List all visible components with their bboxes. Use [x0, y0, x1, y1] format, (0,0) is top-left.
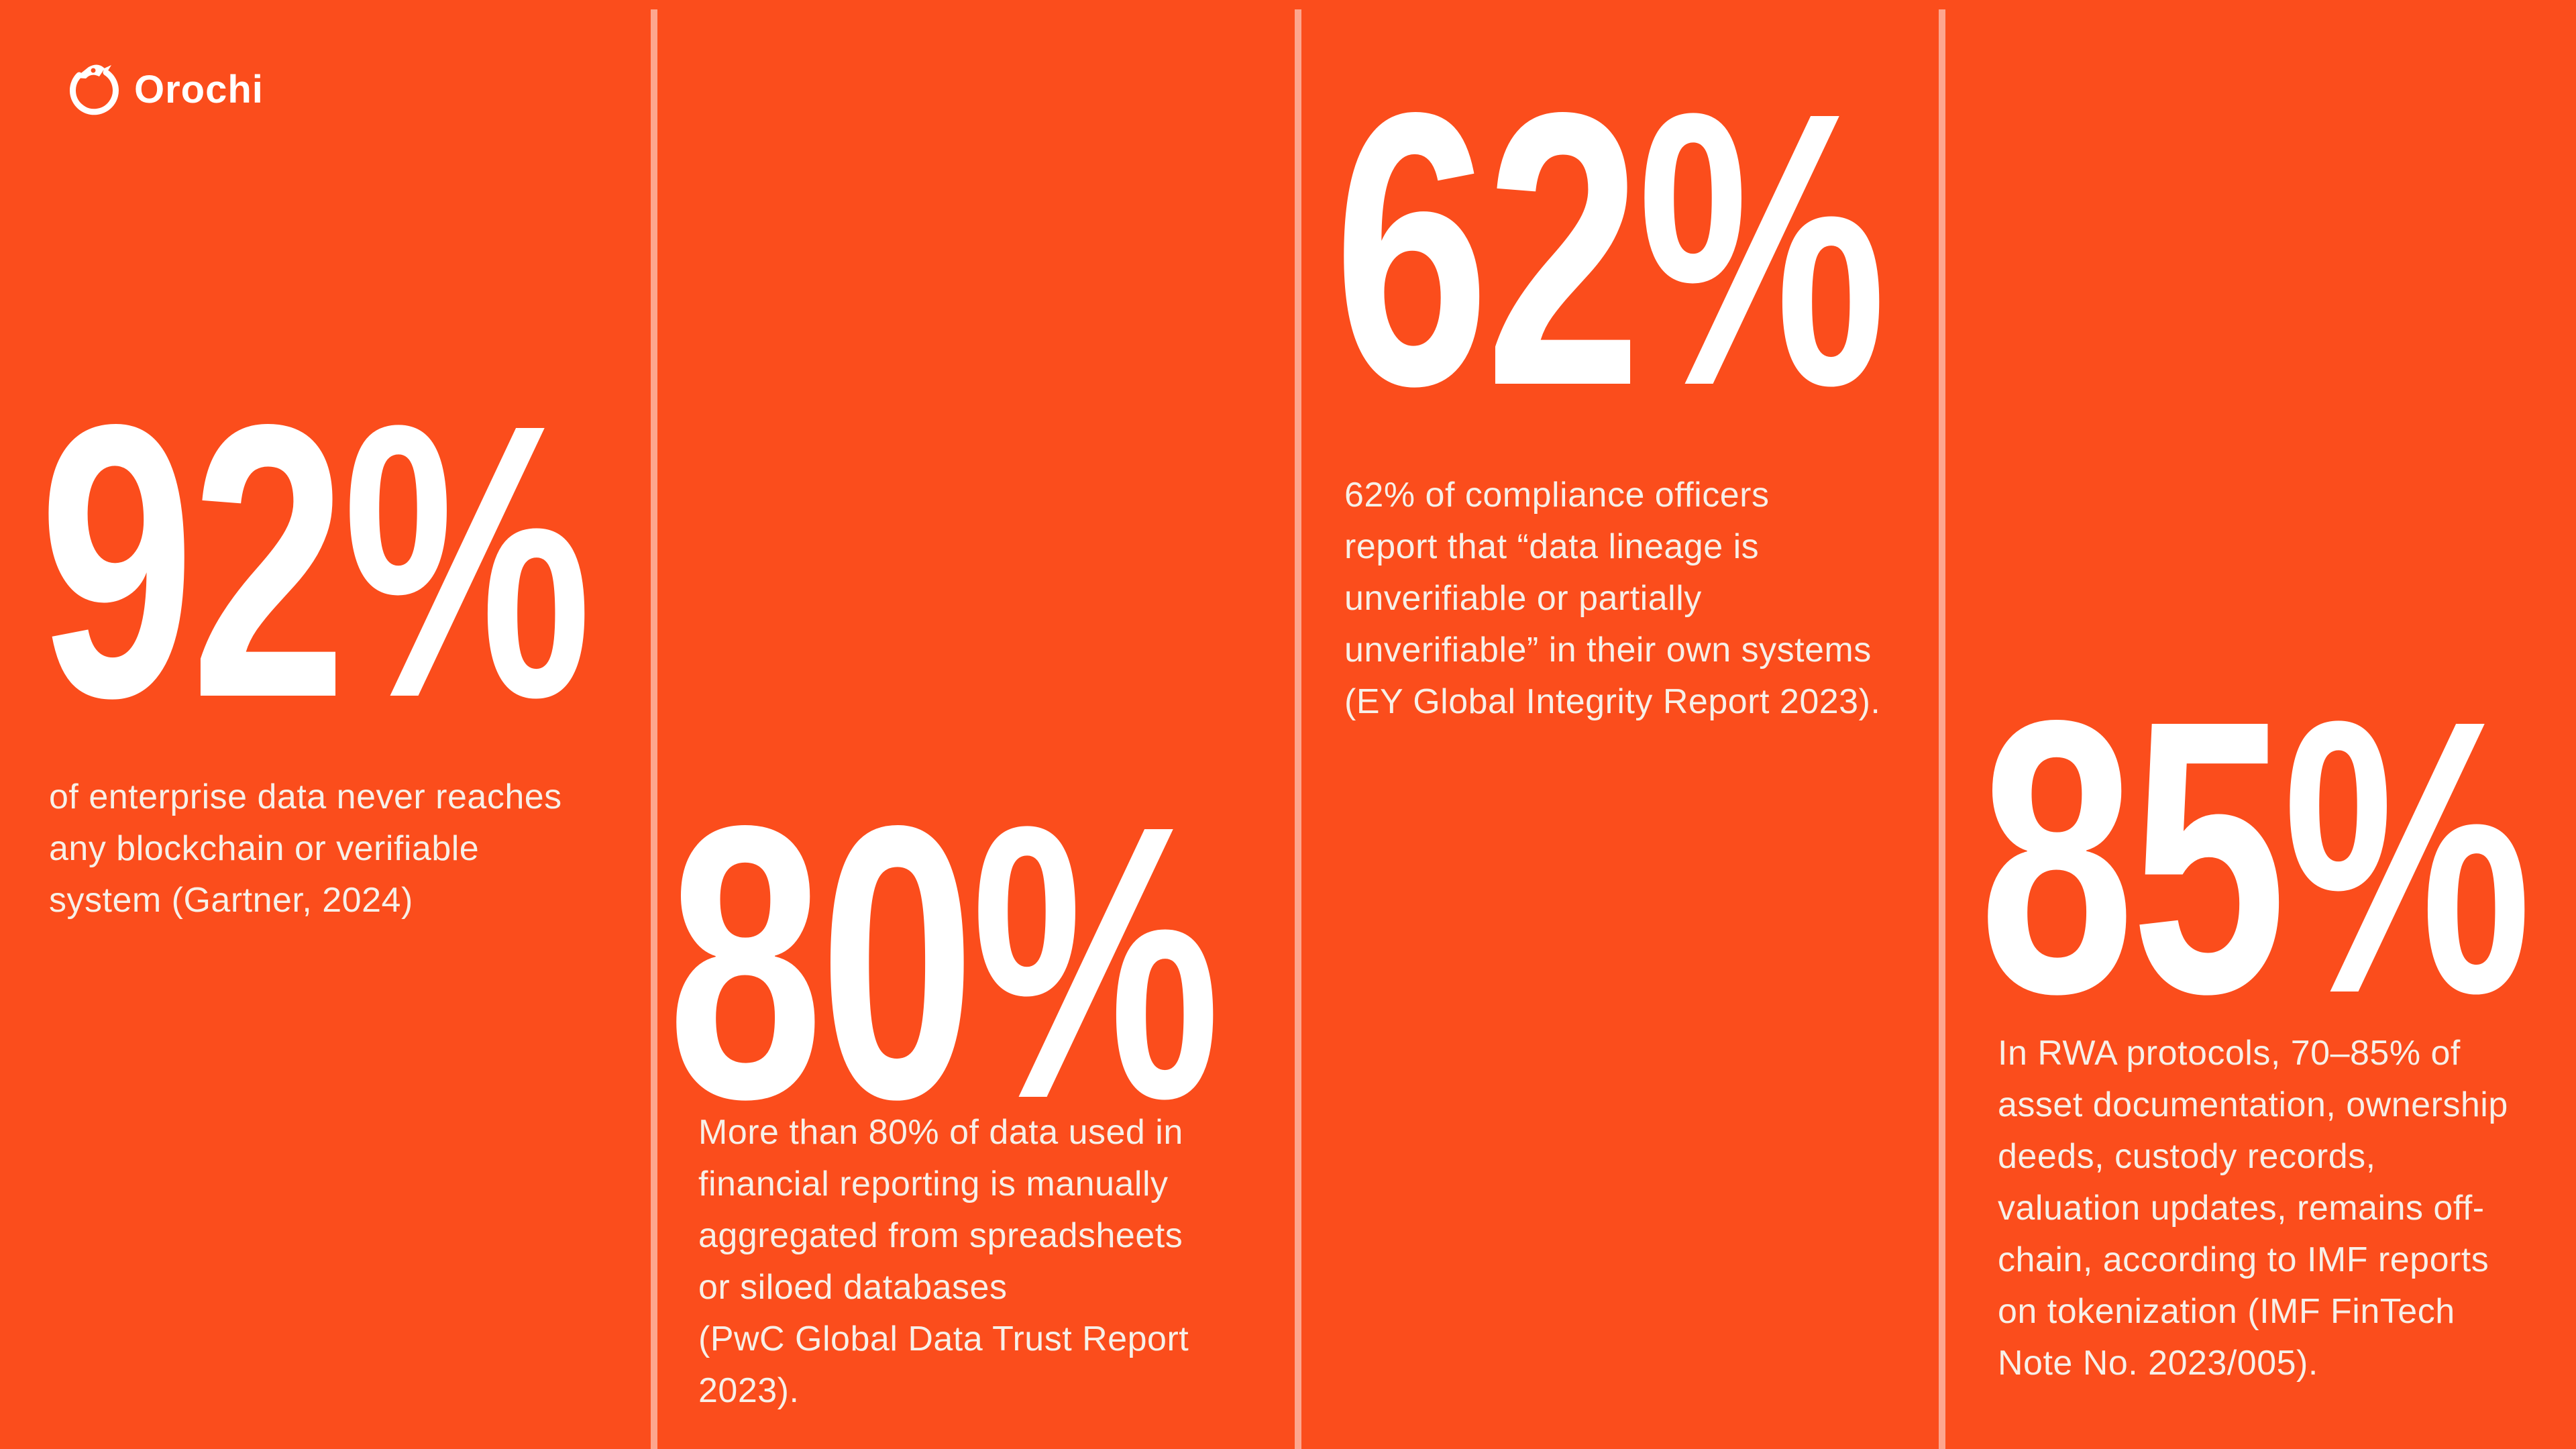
stat-description-85: In RWA protocols, 70–85% of asset docume…: [1998, 1034, 2508, 1383]
brand-logo: Orochi: [66, 60, 264, 115]
stat-description-80: More than 80% of data used in financial …: [698, 1113, 1189, 1410]
column-divider-3: [1939, 9, 1945, 1449]
stat-description-92: of enterprise data never reaches any blo…: [49, 777, 562, 920]
column-divider-1: [651, 9, 657, 1449]
stat-value-80: 80%: [667, 745, 1220, 1179]
orochi-dragon-circle-icon: [66, 60, 121, 115]
column-divider-2: [1295, 9, 1301, 1449]
stat-value-62: 62%: [1334, 32, 1886, 466]
brand-name: Orochi: [134, 68, 264, 111]
stat-description-62: 62% of compliance officers report that “…: [1344, 476, 1881, 721]
stat-value-85: 85%: [1979, 639, 2532, 1074]
stat-value-92: 92%: [39, 343, 592, 778]
